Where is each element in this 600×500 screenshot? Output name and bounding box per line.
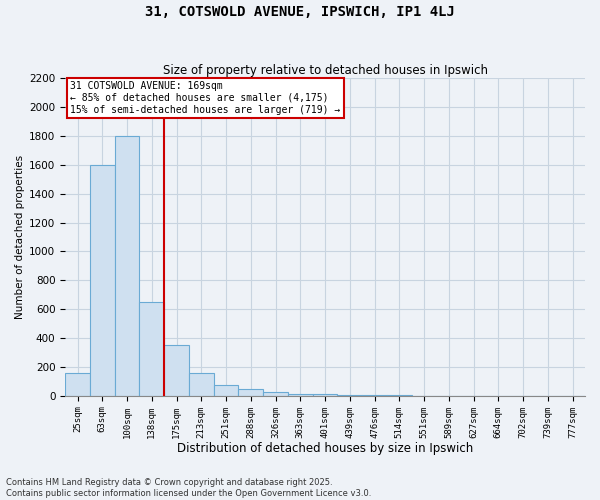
Title: Size of property relative to detached houses in Ipswich: Size of property relative to detached ho… [163, 64, 488, 77]
Bar [337, 395, 362, 396]
Y-axis label: Number of detached properties: Number of detached properties [15, 155, 25, 319]
Text: 31, COTSWOLD AVENUE, IPSWICH, IP1 4LJ: 31, COTSWOLD AVENUE, IPSWICH, IP1 4LJ [145, 5, 455, 19]
Bar [65, 374, 90, 396]
X-axis label: Distribution of detached houses by size in Ipswich: Distribution of detached houses by size … [177, 442, 473, 455]
Bar [90, 165, 115, 396]
Text: 31 COTSWOLD AVENUE: 169sqm
← 85% of detached houses are smaller (4,175)
15% of s: 31 COTSWOLD AVENUE: 169sqm ← 85% of deta… [70, 82, 341, 114]
Bar [139, 302, 164, 396]
Bar [115, 136, 139, 396]
Bar [214, 385, 238, 396]
Bar [263, 392, 288, 396]
Bar [313, 394, 337, 396]
Bar [238, 388, 263, 396]
Bar [189, 374, 214, 396]
Bar [288, 394, 313, 396]
Text: Contains HM Land Registry data © Crown copyright and database right 2025.
Contai: Contains HM Land Registry data © Crown c… [6, 478, 371, 498]
Bar [164, 346, 189, 396]
